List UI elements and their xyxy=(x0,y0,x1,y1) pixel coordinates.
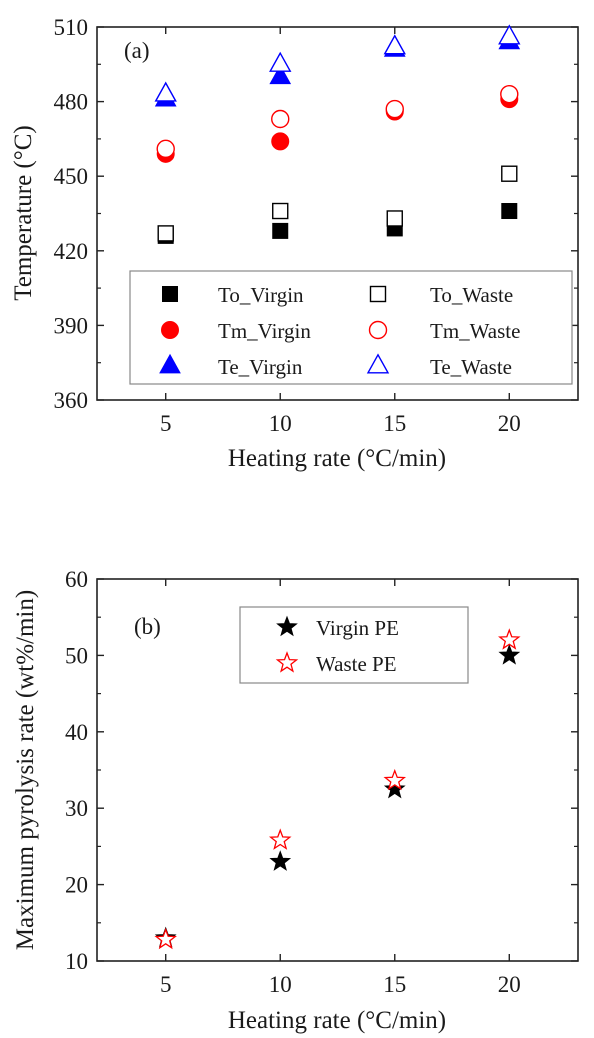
series-te-virgin xyxy=(154,29,521,107)
series-virgin-pe xyxy=(154,643,521,948)
data-marks xyxy=(154,628,521,950)
x-tick-label: 5 xyxy=(160,972,172,997)
y-tick-label: 510 xyxy=(54,15,89,40)
data-point xyxy=(272,222,289,239)
legend-marker xyxy=(366,353,390,374)
data-point xyxy=(156,139,175,159)
y-tick-label: 50 xyxy=(65,643,88,668)
y-tick-label: 40 xyxy=(65,720,88,745)
legend-marker xyxy=(161,321,179,339)
legend-label: Tm_Waste xyxy=(430,319,520,343)
y-tick-label: 480 xyxy=(54,90,89,115)
data-point xyxy=(385,99,404,119)
legend-marker xyxy=(369,285,387,303)
x-tick-label: 20 xyxy=(498,411,521,436)
data-point xyxy=(383,34,406,55)
x-tick-label: 10 xyxy=(269,411,292,436)
series-te-waste xyxy=(154,24,521,102)
series-waste-pe xyxy=(154,628,521,950)
y-tick-label: 30 xyxy=(65,796,88,821)
data-point xyxy=(269,850,292,871)
y-tick-label: 450 xyxy=(54,164,89,189)
x-tick-label: 5 xyxy=(160,411,172,436)
data-point xyxy=(154,81,177,102)
y-tick-label: 420 xyxy=(54,239,89,264)
data-point xyxy=(386,210,403,227)
x-axis-title: Heating rate (°C/min) xyxy=(228,1007,446,1034)
data-point xyxy=(383,768,407,791)
data-point xyxy=(383,777,406,799)
y-tick-label: 360 xyxy=(54,388,89,413)
data-point xyxy=(271,109,290,129)
series-tm-virgin xyxy=(156,90,519,163)
y-tick-label: 10 xyxy=(65,949,88,974)
x-axis-title: Heating rate (°C/min) xyxy=(228,445,446,472)
legend-label: To_Virgin xyxy=(218,283,304,307)
legend-marker xyxy=(276,615,298,637)
data-point xyxy=(268,828,292,850)
data-point xyxy=(272,202,289,220)
legend-marker xyxy=(275,651,299,673)
data-point xyxy=(269,64,292,85)
legend: To_Virgin To_Waste Tm_Virgin Tm_Waste Te_Vir… xyxy=(159,283,520,379)
legend-label: To_Waste xyxy=(430,283,513,307)
legend-box xyxy=(239,606,469,684)
legend-label: Te_Virgin xyxy=(218,355,303,379)
data-point xyxy=(501,165,518,182)
data-point xyxy=(157,225,174,242)
x-axis-ticks: 5 10 15 20 xyxy=(160,579,521,997)
x-tick-label: 15 xyxy=(383,411,406,436)
y-axis-ticks: 360 390 420 450 480 510 xyxy=(54,15,578,413)
data-marks xyxy=(154,24,521,244)
data-point xyxy=(501,203,518,220)
legend-marker xyxy=(162,286,178,302)
panel-label: (a) xyxy=(124,38,150,63)
legend-box xyxy=(129,270,573,385)
legend: Virgin PE Waste PE xyxy=(275,615,399,676)
legend-marker xyxy=(368,320,388,340)
legend-label: Tm_Virgin xyxy=(218,319,311,343)
legend-label: Waste PE xyxy=(316,652,397,676)
data-point xyxy=(498,643,521,665)
y-axis-title: Maximum pyrolysis rate (wt%/min) xyxy=(12,590,39,950)
y-tick-label: 390 xyxy=(54,313,89,338)
data-point xyxy=(154,927,177,950)
panel-b-pyrolysis-rate-chart: (b) 5 10 15 20 10 20 30 40 50 60 Virgin PE Waste … xyxy=(12,567,579,1034)
data-point xyxy=(500,84,519,104)
legend-label: Virgin PE xyxy=(316,616,399,640)
y-tick-label: 60 xyxy=(65,567,88,592)
series-to-waste xyxy=(157,165,518,242)
data-point xyxy=(271,132,290,151)
x-tick-label: 15 xyxy=(383,972,406,997)
data-point xyxy=(498,628,521,650)
y-axis-ticks: 10 20 30 40 50 60 xyxy=(65,567,578,974)
series-tm-waste xyxy=(156,84,519,159)
x-tick-label: 20 xyxy=(498,972,521,997)
data-point xyxy=(498,24,521,45)
panel-label: (b) xyxy=(134,614,161,639)
legend-label: Te_Waste xyxy=(430,355,512,379)
x-tick-label: 10 xyxy=(269,972,292,997)
y-tick-label: 20 xyxy=(65,873,88,898)
legend-marker xyxy=(159,353,181,374)
data-point xyxy=(269,51,292,72)
series-to-virgin xyxy=(157,203,518,244)
y-axis-title: Temperature (°C) xyxy=(10,125,37,301)
